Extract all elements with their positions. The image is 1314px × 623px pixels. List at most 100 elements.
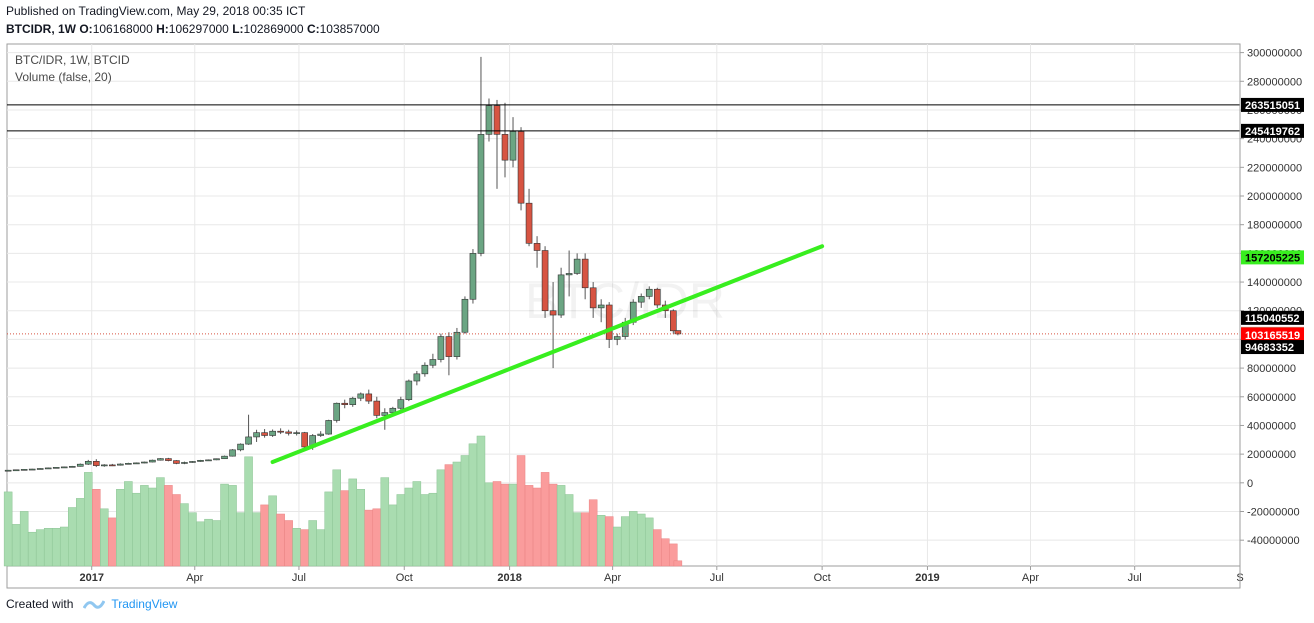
open-value: 106168000 (92, 22, 153, 36)
y-tick-label: 220000000 (1247, 162, 1302, 174)
y-tick-label: 200000000 (1247, 191, 1302, 203)
candle-body (141, 461, 148, 464)
volume-bar (428, 492, 438, 567)
candles (4, 56, 682, 472)
volume-bar (588, 499, 598, 567)
candle-body (581, 258, 589, 289)
candle-body (637, 296, 645, 303)
candle-body (237, 443, 244, 451)
candle-body (253, 432, 260, 438)
candle-body (670, 310, 677, 332)
volume-bar (180, 503, 189, 567)
volume-bar (19, 511, 29, 567)
volume-bar (212, 520, 221, 567)
candle-body (453, 331, 461, 357)
low-value: 102869000 (243, 22, 304, 36)
volume-bar (508, 483, 518, 567)
volume-bar (580, 512, 590, 567)
volume-bar (172, 494, 181, 567)
candle-body (213, 458, 220, 461)
x-tick-label: Jul (292, 572, 306, 584)
candle-body (674, 330, 682, 335)
candle-body (205, 459, 212, 462)
candle-body (341, 402, 349, 405)
volume-bar (420, 494, 430, 567)
volume-bar (516, 455, 526, 567)
trendline-group[interactable] (270, 244, 825, 465)
volume-bar (108, 517, 117, 567)
price-label: 157205225 (1245, 252, 1300, 264)
volume-bar (11, 524, 21, 567)
candle-body (429, 359, 437, 366)
candle-body (501, 134, 509, 161)
candle-body (44, 467, 52, 470)
candle-body (461, 298, 469, 333)
x-tick-label: Apr (604, 572, 621, 584)
candle-body (157, 458, 164, 461)
y-tick-label: 180000000 (1247, 220, 1302, 232)
tradingview-link[interactable]: TradingView (111, 597, 178, 611)
y-tick-label: 40000000 (1247, 420, 1296, 432)
candle-body (645, 288, 653, 297)
candle-body (269, 430, 276, 436)
low-label: L: (232, 22, 244, 36)
price-label: 115040552 (1245, 313, 1299, 325)
price-label: 245419762 (1245, 126, 1300, 138)
volume-bar (500, 483, 510, 567)
candle-body (413, 373, 421, 382)
volume-bar (484, 482, 494, 567)
candle-body (597, 304, 605, 309)
volume-bar (116, 489, 125, 567)
volume-bar (540, 472, 550, 567)
candle-body (84, 461, 92, 465)
volume-bar (84, 472, 93, 567)
x-tick-label: Oct (396, 572, 413, 584)
volume-bar (59, 526, 69, 567)
candle-body (117, 463, 124, 466)
candle-body (277, 430, 284, 433)
tradingview-logo-icon[interactable] (83, 598, 106, 610)
volume-bar (476, 435, 486, 567)
volume-bar (260, 504, 269, 567)
candle-body (317, 433, 324, 436)
candle-body (421, 364, 429, 375)
candle-body (613, 336, 621, 340)
volume-bar (268, 495, 277, 567)
volume-bar (669, 543, 678, 567)
volume-bar (396, 494, 406, 567)
volume-bar (100, 508, 109, 567)
x-tick-label: 2017 (79, 572, 103, 584)
volume-bar (140, 485, 149, 567)
horizontal-lines[interactable] (7, 104, 1240, 335)
volume-bar (284, 520, 293, 567)
candle-body (197, 460, 204, 462)
price-label-bg (1241, 327, 1304, 342)
candle-body (549, 310, 557, 316)
candle-body (133, 462, 140, 465)
candle-body (333, 402, 341, 421)
volume-bar (188, 512, 197, 567)
close-value: 103857000 (319, 22, 380, 36)
candle-body (437, 336, 445, 360)
candle-body (221, 455, 228, 460)
symbol-ohlc-line: BTCIDR, 1W O:106168000 H:106297000 L:102… (6, 22, 380, 37)
volume-bar (404, 487, 414, 567)
candle-body (92, 461, 100, 466)
volume-bar (596, 515, 606, 567)
price-label: 263515051 (1245, 100, 1300, 112)
candle-body (509, 131, 517, 161)
candle-body (189, 461, 196, 463)
candle-body (357, 393, 365, 399)
volume-bar (308, 520, 317, 567)
candle-body (541, 250, 549, 312)
x-tick-label: Apr (1022, 572, 1039, 584)
y-tick-label: 60000000 (1247, 392, 1296, 404)
volume-bar (548, 483, 558, 567)
candle-body (365, 393, 373, 402)
y-tick-label: 140000000 (1247, 277, 1302, 289)
candle-body (381, 412, 389, 416)
volume-bar (356, 489, 366, 567)
volume-bar (572, 512, 582, 567)
volume-bar (132, 492, 141, 567)
